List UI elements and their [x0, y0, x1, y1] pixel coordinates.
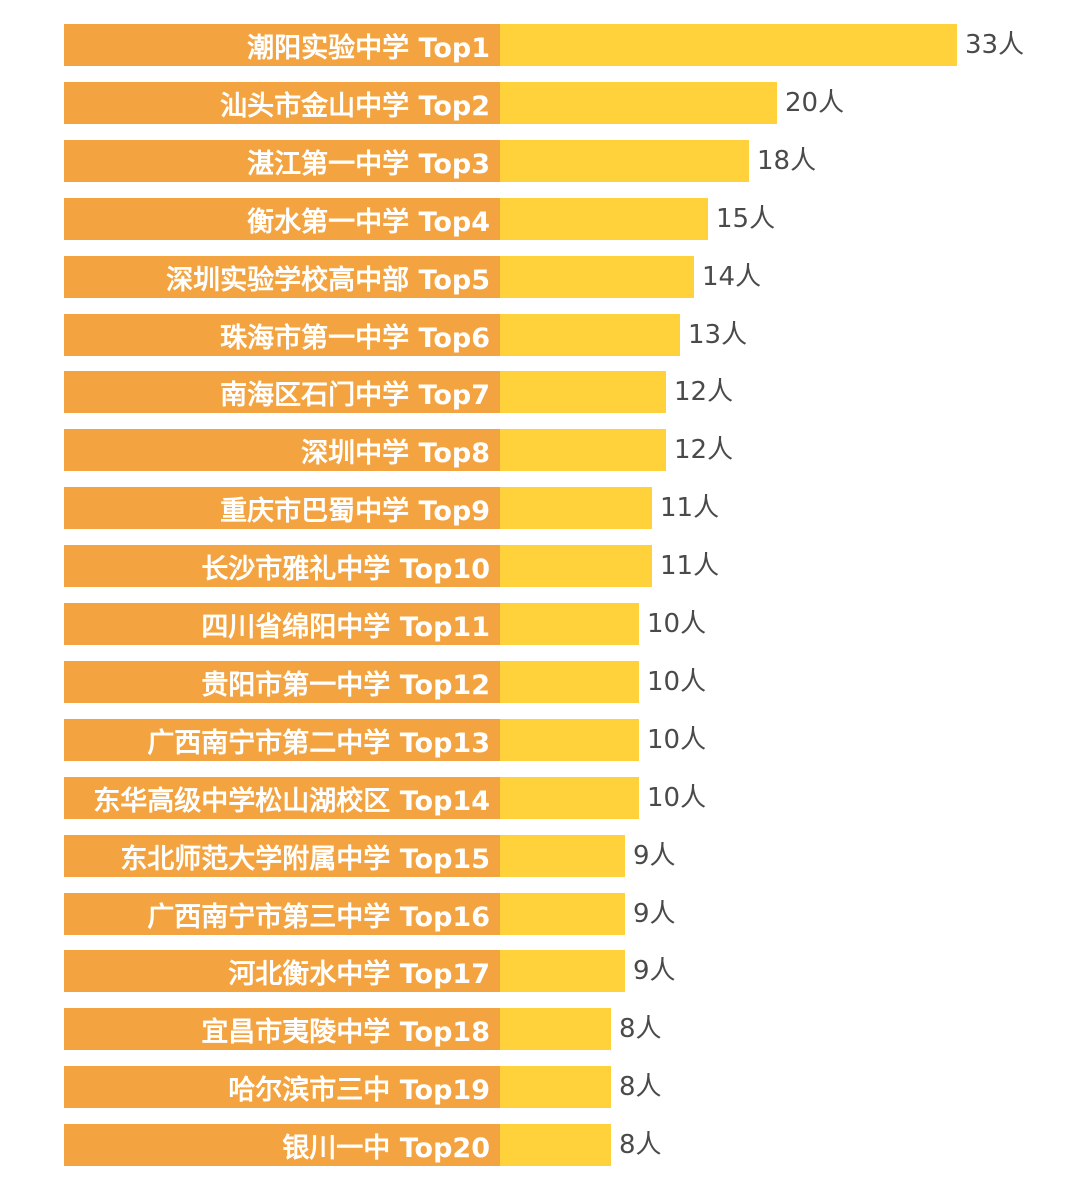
bar-row: 湛江第一中学 Top3 18人: [64, 140, 1024, 182]
value-label: 13人: [688, 320, 748, 350]
value-label: 9人: [633, 841, 676, 871]
bar-row: 南海区石门中学 Top7 12人: [64, 371, 1024, 413]
value-label: 8人: [619, 1014, 662, 1044]
bar-row: 汕头市金山中学 Top2 20人: [64, 82, 1024, 124]
bar: [500, 603, 639, 645]
category-label: 衡水第一中学 Top4: [64, 198, 500, 240]
value-label: 18人: [757, 146, 817, 176]
category-label: 河北衡水中学 Top17: [64, 950, 500, 992]
bar-row: 东北师范大学附属中学 Top15 9人: [64, 835, 1024, 877]
category-label: 深圳实验学校高中部 Top5: [64, 256, 500, 298]
bar: [500, 661, 639, 703]
value-label: 9人: [633, 899, 676, 929]
value-label: 8人: [619, 1072, 662, 1102]
bar-row: 四川省绵阳中学 Top11 10人: [64, 603, 1024, 645]
value-label: 10人: [647, 609, 707, 639]
bar: [500, 314, 680, 356]
bar-row: 长沙市雅礼中学 Top10 11人: [64, 545, 1024, 587]
category-label: 珠海市第一中学 Top6: [64, 314, 500, 356]
bar: [500, 950, 625, 992]
category-label: 哈尔滨市三中 Top19: [64, 1066, 500, 1108]
category-label: 宜昌市夷陵中学 Top18: [64, 1008, 500, 1050]
category-label: 银川一中 Top20: [64, 1124, 500, 1166]
category-label: 深圳中学 Top8: [64, 429, 500, 471]
category-label: 长沙市雅礼中学 Top10: [64, 545, 500, 587]
value-label: 8人: [619, 1130, 662, 1160]
bar: [500, 719, 639, 761]
bar: [500, 835, 625, 877]
category-label: 东华高级中学松山湖校区 Top14: [64, 777, 500, 819]
value-label: 20人: [785, 88, 845, 118]
bar-row: 哈尔滨市三中 Top19 8人: [64, 1066, 1024, 1108]
value-label: 9人: [633, 956, 676, 986]
bar: [500, 198, 708, 240]
bar-row: 深圳实验学校高中部 Top5 14人: [64, 256, 1024, 298]
bar-row: 潮阳实验中学 Top1 33人: [64, 24, 1024, 66]
bar: [500, 545, 652, 587]
category-label: 汕头市金山中学 Top2: [64, 82, 500, 124]
bar: [500, 429, 666, 471]
bar-row: 珠海市第一中学 Top6 13人: [64, 314, 1024, 356]
value-label: 14人: [702, 262, 762, 292]
bar: [500, 1066, 611, 1108]
value-label: 10人: [647, 667, 707, 697]
category-label: 湛江第一中学 Top3: [64, 140, 500, 182]
bar: [500, 1008, 611, 1050]
bar-row: 银川一中 Top20 8人: [64, 1124, 1024, 1166]
value-label: 12人: [674, 435, 734, 465]
bar-row: 深圳中学 Top8 12人: [64, 429, 1024, 471]
category-label: 贵阳市第一中学 Top12: [64, 661, 500, 703]
value-label: 10人: [647, 783, 707, 813]
bar-row: 广西南宁市第三中学 Top16 9人: [64, 893, 1024, 935]
value-label: 12人: [674, 377, 734, 407]
category-label: 四川省绵阳中学 Top11: [64, 603, 500, 645]
category-label: 广西南宁市第三中学 Top16: [64, 893, 500, 935]
bar: [500, 1124, 611, 1166]
category-label: 潮阳实验中学 Top1: [64, 24, 500, 66]
value-label: 11人: [660, 493, 720, 523]
bar: [500, 487, 652, 529]
bar: [500, 256, 694, 298]
category-label: 广西南宁市第二中学 Top13: [64, 719, 500, 761]
bar: [500, 371, 666, 413]
bar: [500, 140, 749, 182]
bar: [500, 24, 957, 66]
bar-row: 宜昌市夷陵中学 Top18 8人: [64, 1008, 1024, 1050]
value-label: 33人: [965, 30, 1025, 60]
bar-row: 衡水第一中学 Top4 15人: [64, 198, 1024, 240]
bar-row: 东华高级中学松山湖校区 Top14 10人: [64, 777, 1024, 819]
bar-row: 广西南宁市第二中学 Top13 10人: [64, 719, 1024, 761]
bar-row: 重庆市巴蜀中学 Top9 11人: [64, 487, 1024, 529]
bar: [500, 777, 639, 819]
bar: [500, 893, 625, 935]
value-label: 11人: [660, 551, 720, 581]
category-label: 东北师范大学附属中学 Top15: [64, 835, 500, 877]
bar: [500, 82, 777, 124]
bar-row: 贵阳市第一中学 Top12 10人: [64, 661, 1024, 703]
category-label: 南海区石门中学 Top7: [64, 371, 500, 413]
category-label: 重庆市巴蜀中学 Top9: [64, 487, 500, 529]
value-label: 10人: [647, 725, 707, 755]
bar-row: 河北衡水中学 Top17 9人: [64, 950, 1024, 992]
value-label: 15人: [716, 204, 776, 234]
